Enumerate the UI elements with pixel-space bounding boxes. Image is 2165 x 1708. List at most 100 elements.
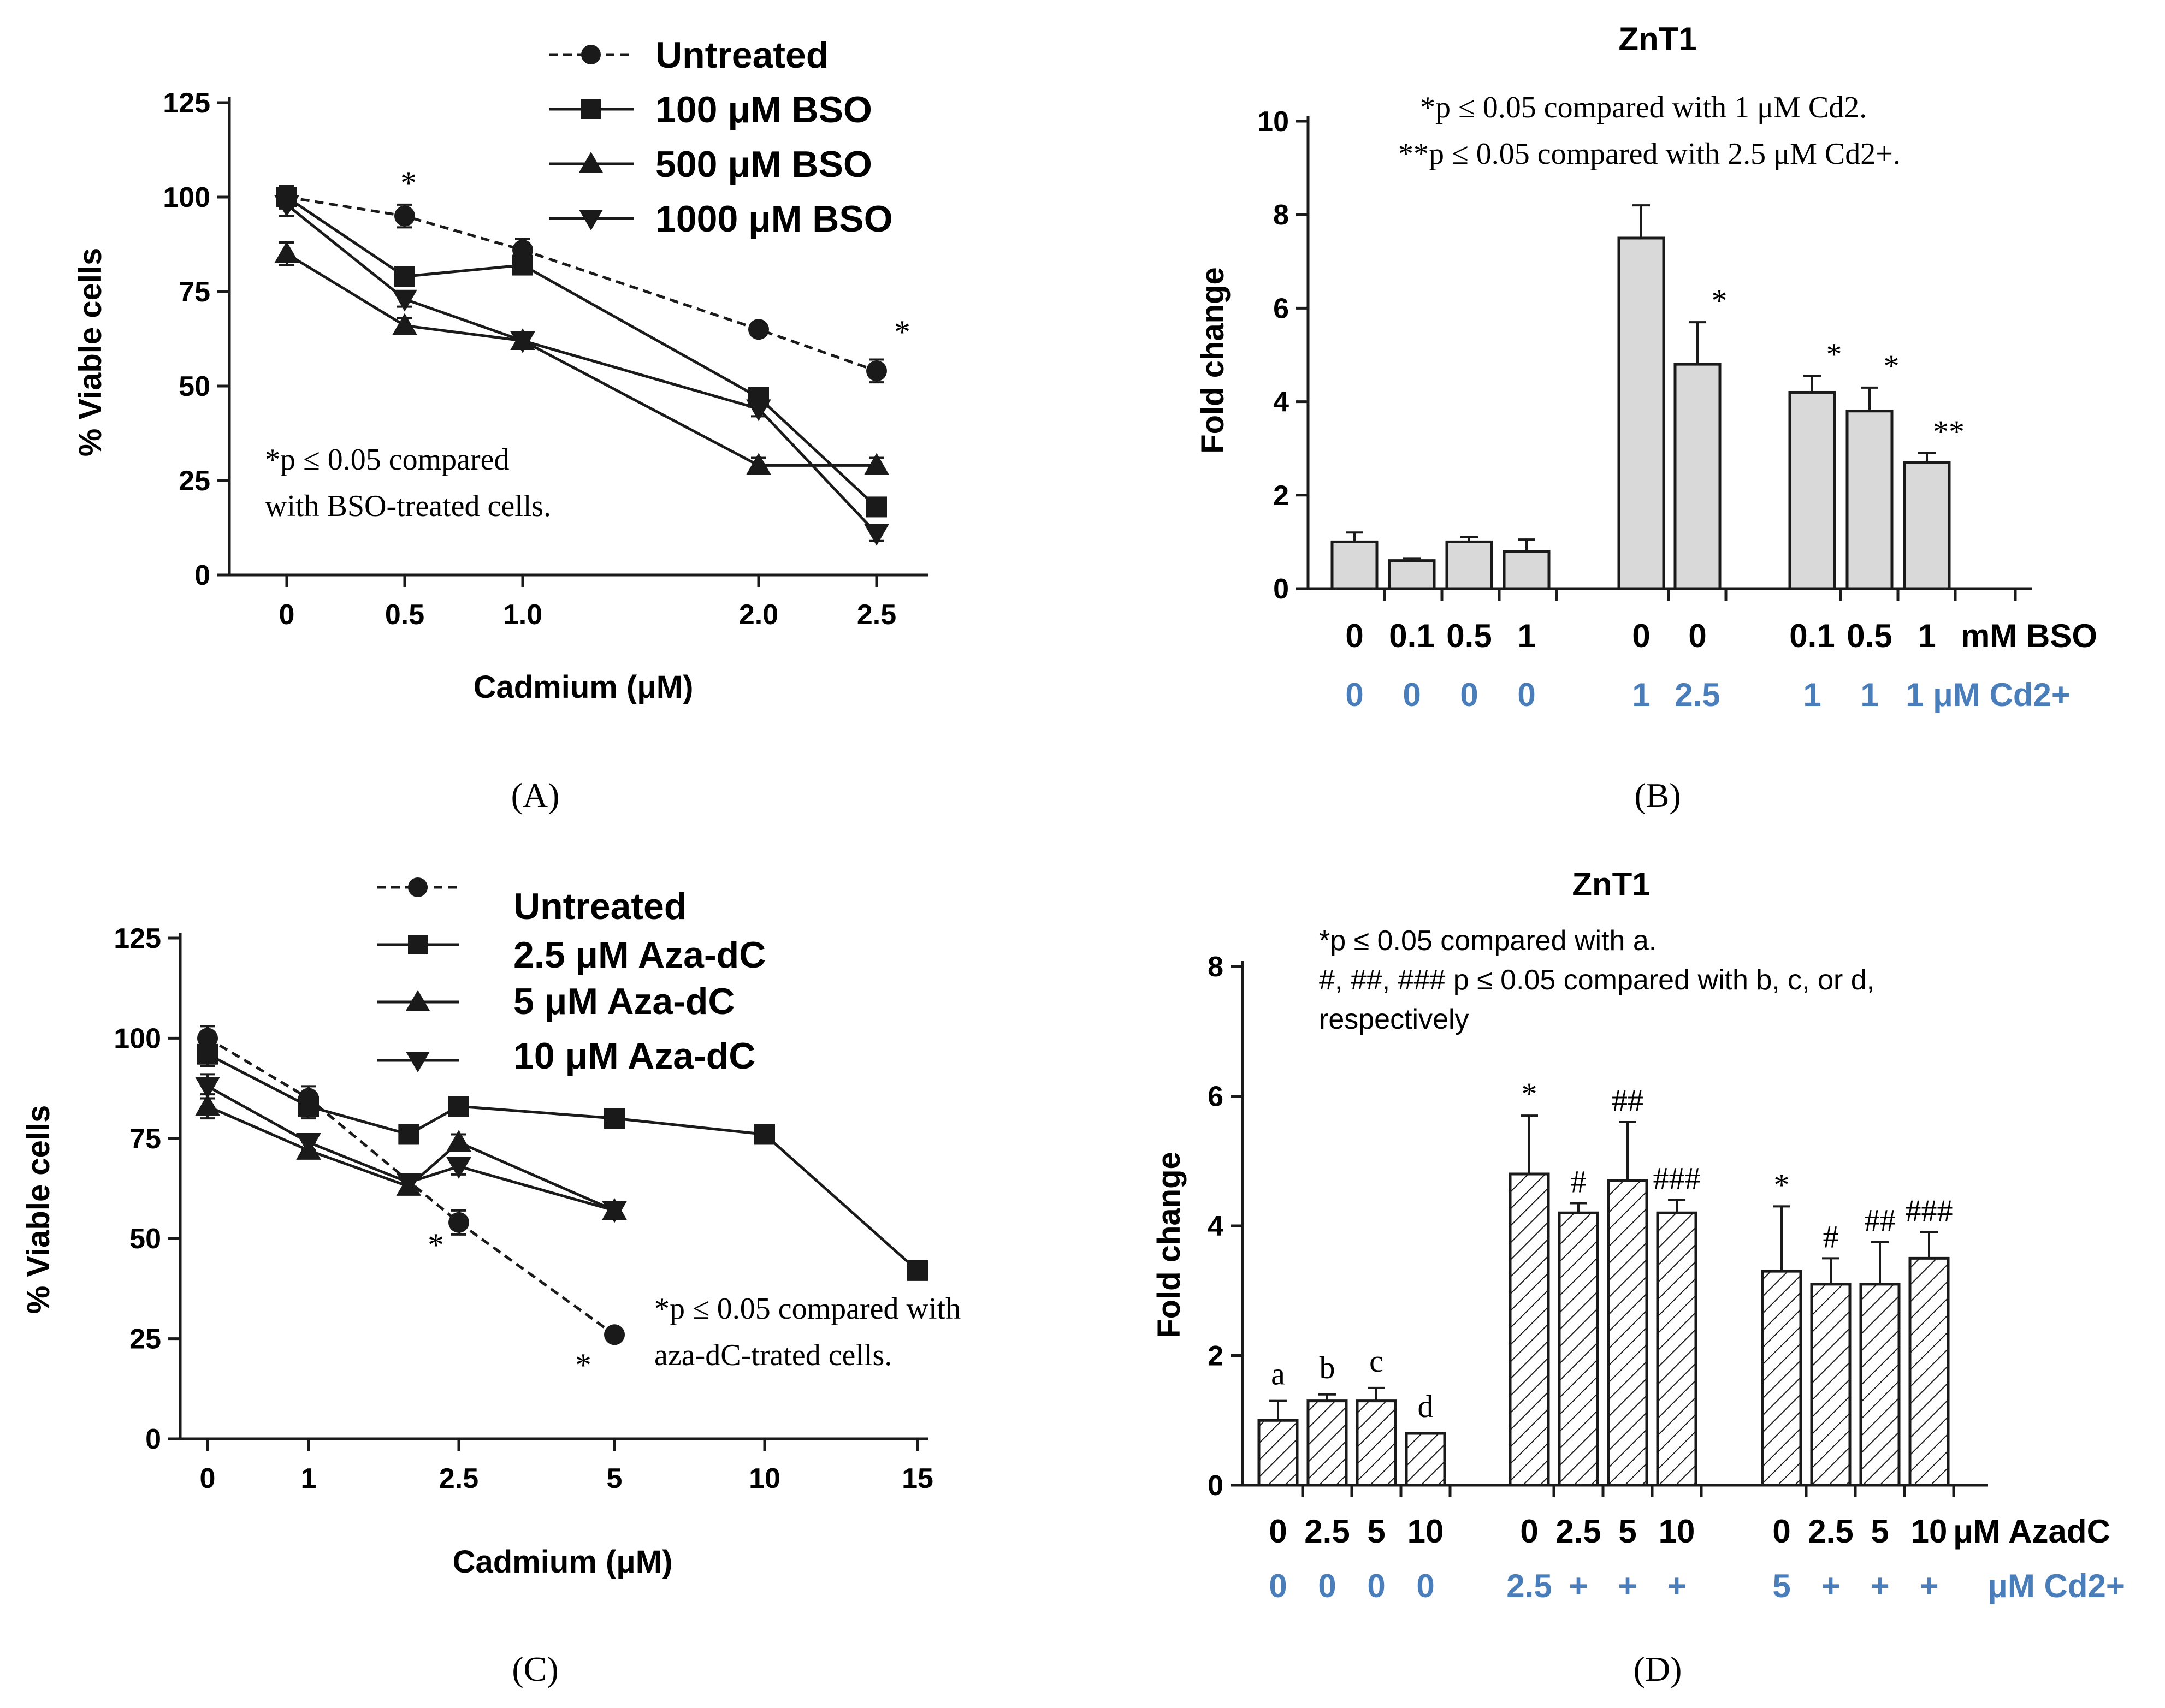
panel-a-label: (A) bbox=[511, 776, 560, 815]
x-tick-label: 2.0 bbox=[739, 599, 778, 631]
bso-dose-label: 0.5 bbox=[1847, 618, 1892, 654]
bar-significance-mark: * bbox=[1826, 337, 1842, 372]
azadc-dose-label: 0 bbox=[1520, 1513, 1538, 1550]
cd-dose-label: 2.5 bbox=[1506, 1568, 1552, 1604]
bso-dose-label: mM BSO bbox=[1961, 618, 2097, 654]
panel-a: 0 0.5 1.0 2.0 2.5 0 25 50 75 100 125 Cadmium (μM)… bbox=[73, 34, 928, 815]
panel-a-significance-star: * bbox=[894, 314, 910, 350]
bar bbox=[1908, 1256, 1950, 1487]
panel-a-plot bbox=[274, 185, 889, 546]
data-point-square bbox=[907, 1260, 928, 1281]
y-tick-label: 8 bbox=[1208, 951, 1223, 983]
legend-marker-circle bbox=[408, 877, 428, 897]
bso-dose-label: 0.1 bbox=[1789, 618, 1835, 654]
panel-d-y-ticks: 0 2 4 6 8 bbox=[1208, 951, 1243, 1502]
bso-dose-label: 0.1 bbox=[1389, 618, 1434, 654]
bso-dose-label: 1 bbox=[1918, 618, 1936, 654]
cd-dose-label: μM Cd2+ bbox=[1987, 1568, 2125, 1604]
data-point-triangle-up bbox=[392, 313, 417, 335]
legend-label: Untreated bbox=[513, 886, 687, 927]
cd-dose-label: 0 bbox=[1269, 1568, 1287, 1604]
x-tick-label: 0 bbox=[279, 599, 295, 631]
bar-significance-mark: ### bbox=[1906, 1193, 1953, 1229]
panel-a-significance-star: * bbox=[400, 165, 417, 201]
panel-c-label: (C) bbox=[512, 1650, 558, 1688]
y-tick-label: 4 bbox=[1273, 387, 1289, 418]
panel-d-label: (D) bbox=[1634, 1650, 1682, 1688]
panel-d-y-axis-label: Fold change bbox=[1151, 1152, 1187, 1338]
data-point-square bbox=[866, 496, 887, 518]
x-tick-label: 2.5 bbox=[857, 599, 896, 631]
cd-dose-label: + bbox=[1618, 1568, 1637, 1604]
data-point-triangle-down bbox=[274, 195, 299, 217]
y-tick-label: 100 bbox=[163, 182, 210, 214]
panel-b-y-axis-label: Fold change bbox=[1195, 267, 1231, 454]
data-point-circle bbox=[604, 1324, 625, 1345]
x-tick-label: 0 bbox=[200, 1463, 216, 1494]
data-point-circle bbox=[448, 1212, 469, 1233]
x-tick-label: 15 bbox=[902, 1463, 933, 1494]
bar bbox=[1509, 1172, 1550, 1487]
azadc-dose-label: 10 bbox=[1911, 1513, 1948, 1550]
panel-a-y-ticks: 0 25 50 75 100 125 bbox=[163, 87, 229, 591]
bso-dose-label: 0 bbox=[1688, 618, 1706, 654]
panel-c-x-axis-label: Cadmium (μM) bbox=[453, 1544, 673, 1580]
panel-b-annotation-line-1: *p ≤ 0.05 compared with 1 μM Cd2. bbox=[1420, 91, 1867, 124]
legend-marker-circle bbox=[581, 45, 601, 64]
panel-d-annotation-line-2: #, ##, ### p ≤ 0.05 compared with b, c, … bbox=[1319, 964, 1874, 996]
data-point-triangle-down bbox=[446, 1157, 471, 1179]
cd-dose-label: 5 bbox=[1772, 1568, 1790, 1604]
series-line bbox=[206, 1037, 616, 1336]
legend-label: 10 μM Aza-dC bbox=[513, 1035, 755, 1077]
bar bbox=[1845, 410, 1894, 590]
panel-d-bars: a b cd*###### *# ## ### bbox=[1257, 1076, 1953, 1487]
y-tick-label: 25 bbox=[179, 465, 210, 497]
legend-marker-triangle-down bbox=[579, 210, 603, 230]
bso-dose-label: 0 bbox=[1345, 618, 1363, 654]
data-point-triangle-down bbox=[510, 331, 535, 353]
x-tick-label: 10 bbox=[749, 1463, 780, 1494]
bso-dose-label: 1 bbox=[1517, 618, 1535, 654]
y-tick-label: 50 bbox=[129, 1223, 161, 1255]
data-point-square bbox=[512, 254, 533, 276]
bar bbox=[1656, 1211, 1697, 1487]
legend-entry-10-aza-dc: 10 μM Aza-dC bbox=[377, 1035, 755, 1077]
legend-label: 1000 μM BSO bbox=[655, 198, 893, 240]
panel-a-annotation-line-1: *p ≤ 0.05 compared bbox=[265, 443, 510, 477]
panel-a-legend: Untreated 100 μM BSO 500 μM BSO 1000 μM … bbox=[549, 34, 893, 240]
data-point-square bbox=[448, 1096, 469, 1117]
panel-a-y-axis-label: % Viable cells bbox=[73, 248, 108, 457]
cd-dose-label: + bbox=[1569, 1568, 1588, 1604]
bar bbox=[1503, 550, 1551, 590]
panel-c-axes bbox=[179, 933, 928, 1440]
bar bbox=[1810, 1283, 1852, 1487]
bar-significance-mark: c bbox=[1369, 1343, 1383, 1379]
data-point-square bbox=[298, 1096, 319, 1117]
y-tick-label: 125 bbox=[163, 87, 210, 119]
legend-label: Untreated bbox=[655, 34, 829, 76]
legend-label: 100 μM BSO bbox=[655, 89, 872, 131]
data-point-triangle-down bbox=[864, 524, 889, 546]
panel-c-x-ticks: 0 1 2.5 5 10 15 bbox=[200, 1439, 933, 1494]
bar bbox=[1617, 236, 1665, 590]
legend-label: 5 μM Aza-dC bbox=[513, 981, 735, 1022]
data-point-triangle-down bbox=[602, 1201, 627, 1223]
panel-a-axes bbox=[228, 97, 928, 577]
cd-dose-label: 0 bbox=[1517, 677, 1535, 713]
data-point-square bbox=[398, 1124, 419, 1145]
data-point-triangle-up bbox=[746, 453, 771, 475]
data-point-circle bbox=[748, 319, 769, 340]
panel-c-annotation-line-2: aza-dC-trated cells. bbox=[654, 1338, 892, 1372]
series-line bbox=[286, 252, 877, 467]
y-tick-label: 0 bbox=[194, 560, 210, 591]
cd-dose-label: + bbox=[1667, 1568, 1686, 1604]
panel-a-x-axis-label: Cadmium (μM) bbox=[474, 669, 694, 705]
bar bbox=[1903, 461, 1951, 590]
y-tick-label: 50 bbox=[179, 371, 210, 402]
data-point-triangle-down bbox=[746, 399, 771, 422]
azadc-dose-label: 0 bbox=[1772, 1513, 1790, 1550]
legend-entry-100-bso: 100 μM BSO bbox=[549, 89, 872, 131]
bar bbox=[1330, 540, 1379, 590]
bar bbox=[1859, 1283, 1901, 1487]
